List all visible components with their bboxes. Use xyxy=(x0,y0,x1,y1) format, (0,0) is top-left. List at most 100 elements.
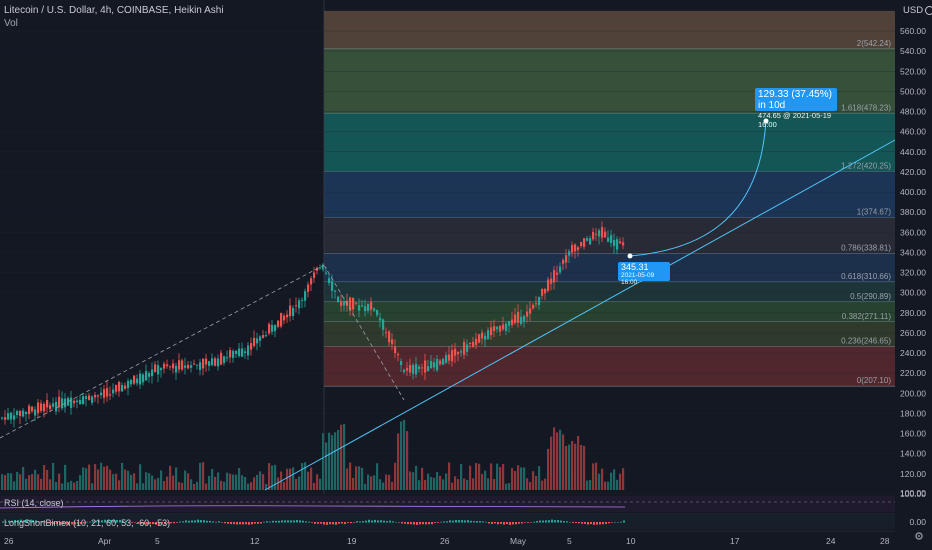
oscillator-bar xyxy=(119,519,121,523)
price-tick-label: 280.00 xyxy=(900,308,926,318)
current-price: 345.31 xyxy=(621,262,649,272)
candle-body xyxy=(295,305,298,307)
oscillator-bar xyxy=(233,522,235,525)
currency-selector[interactable]: USD xyxy=(903,5,932,16)
volume-bar xyxy=(475,463,478,490)
time-tick-label: 5 xyxy=(155,536,160,546)
oscillator-bar xyxy=(485,521,487,523)
oscillator-bar xyxy=(476,521,478,523)
candle-body xyxy=(601,227,604,238)
volume-bar xyxy=(199,462,202,490)
volume-bar xyxy=(256,474,259,490)
oscillator-bar xyxy=(260,522,262,524)
volume-bar xyxy=(4,474,7,490)
fib-level-label: 0(207.10) xyxy=(857,376,892,385)
volume-bar xyxy=(538,466,541,490)
current-price-callout[interactable]: 345.31 2021-05-09 16:00 xyxy=(618,262,670,286)
candle-body xyxy=(352,297,355,310)
volume-bar xyxy=(370,476,373,490)
oscillator-bar xyxy=(623,520,625,523)
oscillator-bar xyxy=(137,522,139,523)
volume-bar xyxy=(535,475,538,490)
oscillator-bar xyxy=(563,521,565,523)
candle-body xyxy=(340,300,343,306)
price-axis: 560.00 540.00 520.00 500.00 480.00 460.00 440.… xyxy=(895,0,932,550)
volume-bar xyxy=(592,463,595,490)
volume-bar xyxy=(364,483,367,490)
time-tick-label: 28 xyxy=(880,536,890,546)
candle-body xyxy=(307,284,310,292)
oscillator-bar xyxy=(134,522,136,523)
time-tick-label: 17 xyxy=(730,536,740,546)
candle-body xyxy=(499,325,502,332)
price-tick-label: 440.00 xyxy=(900,147,926,157)
candle-body xyxy=(88,395,91,400)
candle-body xyxy=(382,319,385,330)
volume-bar xyxy=(289,468,292,490)
oscillator-bar xyxy=(512,522,514,525)
price-tick-label: 380.00 xyxy=(900,207,926,217)
candle-body xyxy=(25,411,28,415)
candle-body xyxy=(547,279,550,291)
candle-body xyxy=(121,385,124,392)
volume-bar xyxy=(127,470,130,490)
oscillator-bar xyxy=(89,521,91,523)
candle-body xyxy=(187,364,190,369)
candle-body xyxy=(148,373,151,377)
oscillator-bar xyxy=(368,519,370,523)
gear-icon[interactable] xyxy=(913,530,925,542)
candle-body xyxy=(286,314,289,318)
volume-bar xyxy=(454,476,457,490)
oscillator-bar xyxy=(38,521,40,523)
candle-body xyxy=(436,359,439,371)
oscillator-bar xyxy=(41,521,43,523)
volume-bar xyxy=(577,435,580,490)
projection-callout[interactable]: 129.33 (37.45%) in 10d 474.65 @ 2021-05-… xyxy=(755,88,837,129)
oscillator-bar xyxy=(395,521,397,523)
time-tick-label: 5 xyxy=(567,536,572,546)
volume-bar xyxy=(97,469,100,490)
volume-bar xyxy=(181,482,184,490)
oscillator-bar xyxy=(527,522,529,523)
oscillator-bar xyxy=(491,522,493,524)
oscillator-bar xyxy=(266,521,268,523)
candle-body xyxy=(529,308,532,314)
oscillator-bar xyxy=(212,521,214,523)
price-tick-label: 400.00 xyxy=(900,187,926,197)
oscillator-bar xyxy=(587,522,589,525)
volume-bar xyxy=(247,483,250,490)
oscillator-bar xyxy=(317,522,319,524)
volume-bar xyxy=(442,479,445,490)
oscillator-label[interactable]: LongShortBimex (10, 21, 60, 53, -60, -53… xyxy=(4,518,171,528)
oscillator-bar xyxy=(440,521,442,523)
oscillator-bar xyxy=(350,522,352,524)
oscillator-bar xyxy=(443,521,445,523)
candle-body xyxy=(136,378,139,384)
candle-body xyxy=(421,367,424,369)
volume-bar xyxy=(274,464,277,490)
oscillator-bar xyxy=(419,522,421,525)
oscillator-bar xyxy=(488,522,490,524)
volume-bar xyxy=(139,464,142,490)
oscillator-bar xyxy=(353,522,355,523)
candle-body xyxy=(337,296,340,302)
volume-bar xyxy=(553,427,556,490)
oscillator-bar xyxy=(584,522,586,524)
oscillator-bar xyxy=(44,522,46,523)
candle-body xyxy=(397,353,400,356)
oscillator-bar xyxy=(548,520,550,523)
candle-body xyxy=(190,365,193,368)
price-tick-label: 160.00 xyxy=(900,429,926,439)
volume-bar xyxy=(496,463,499,490)
oscillator-bar xyxy=(83,522,85,524)
oscillator-bar xyxy=(278,520,280,523)
rsi-label[interactable]: RSI (14, close) xyxy=(4,498,64,508)
price-tick-label: 540.00 xyxy=(900,46,926,56)
candle-body xyxy=(376,309,379,316)
chart-title[interactable]: Litecoin / U.S. Dollar, 4h, COINBASE, He… xyxy=(4,5,224,16)
volume-bar xyxy=(583,445,586,490)
volume-bar xyxy=(400,421,403,490)
oscillator-bar xyxy=(11,520,13,523)
price-tick-label: 520.00 xyxy=(900,66,926,76)
